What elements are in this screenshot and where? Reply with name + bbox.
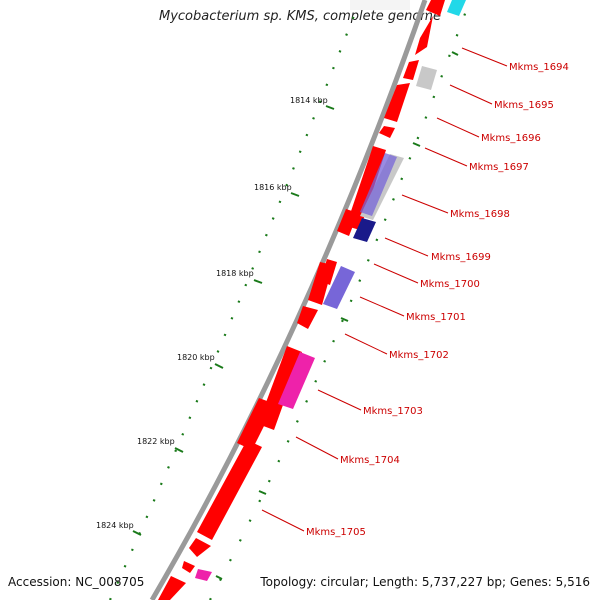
gene-arrow [337, 209, 358, 236]
gene-ticks [215, 51, 459, 580]
leader-line [424, 147, 468, 167]
gene-tick [215, 575, 223, 580]
gene-tick [412, 142, 421, 147]
scale-tick [290, 192, 300, 197]
gene-arrow [426, 0, 445, 16]
scale-tick [214, 363, 224, 369]
gene-arrow [384, 83, 410, 122]
gene-arrow [158, 576, 186, 600]
faded-scale-label [350, 0, 410, 10]
leader-line [436, 117, 480, 138]
gene-label-mkms-1697: Mkms_1697 [469, 162, 529, 173]
gene-label-mkms-1696: Mkms_1696 [481, 133, 541, 144]
gene-arrow [182, 561, 195, 573]
gene-arrows[interactable] [158, 0, 445, 600]
cog-bars[interactable] [195, 0, 466, 581]
leader-line [359, 296, 405, 317]
leader-line [401, 194, 449, 214]
gene-arrow [237, 398, 275, 450]
scale-track [108, 0, 362, 600]
gene-tick [451, 51, 459, 56]
scale-label-1818: 1818 kbp [216, 269, 254, 278]
scale-label-1814: 1814 kbp [290, 96, 328, 105]
gene-label-mkms-1703: Mkms_1703 [363, 406, 423, 417]
cog-bar [353, 218, 376, 242]
gene-label-mkms-1701: Mkms_1701 [406, 312, 466, 323]
cog-bar [447, 0, 466, 16]
cog-bar [323, 266, 355, 309]
scale-label-1824: 1824 kbp [96, 521, 134, 530]
genome-summary-text: Topology: circular; Length: 5,737,227 bp… [260, 575, 590, 589]
scale-ticks: 1814 kbp 1816 kbp 1818 kbp 1820 kbp 1822… [96, 96, 335, 536]
genome-backbone-inner [156, 1, 430, 600]
leader-line [461, 47, 508, 67]
gene-arrow [197, 440, 262, 540]
cog-bar [278, 352, 315, 409]
cog-bar [360, 153, 397, 216]
leader-line [295, 436, 339, 460]
gene-arrow [415, 16, 433, 55]
gene-labels[interactable]: Mkms_1694 Mkms_1695 Mkms_1696 Mkms_1697 … [306, 62, 569, 538]
gene-label-mkms-1702: Mkms_1702 [389, 350, 449, 361]
gene-label-mkms-1694: Mkms_1694 [509, 62, 569, 73]
leader-lines [261, 47, 508, 532]
gene-tick [340, 317, 349, 322]
gene-label-mkms-1704: Mkms_1704 [340, 455, 400, 466]
scale-tick [132, 530, 142, 536]
scale-tick [325, 105, 335, 110]
gene-label-mkms-1700: Mkms_1700 [420, 279, 480, 290]
gene-label-mkms-1695: Mkms_1695 [494, 100, 554, 111]
map-title: Mycobacterium sp. KMS, complete genome [159, 9, 441, 24]
gene-arrow [189, 538, 211, 557]
gene-tick [258, 490, 267, 495]
leader-line [384, 237, 429, 257]
gene-arrow [379, 126, 395, 138]
leader-line [373, 263, 419, 284]
leader-line [261, 509, 305, 532]
gene-arrow [308, 262, 333, 305]
gene-label-mkms-1698: Mkms_1698 [450, 209, 510, 220]
scale-label-1820: 1820 kbp [177, 353, 215, 362]
leader-line [449, 84, 493, 105]
scale-tick [174, 447, 184, 453]
genome-backbone-outer [149, 0, 428, 600]
accession-text: Accession: NC_008705 [8, 575, 145, 589]
gene-arrow [403, 60, 419, 80]
scale-label-1816: 1816 kbp [254, 183, 292, 192]
leader-line [317, 389, 362, 411]
gene-arrow [346, 146, 386, 230]
cog-bar [195, 569, 212, 581]
gene-arrow [297, 306, 318, 329]
gene-label-mkms-1699: Mkms_1699 [431, 252, 491, 263]
leader-line [344, 333, 388, 355]
cog-bar [416, 66, 437, 90]
scale-tick [253, 279, 263, 284]
gene-label-mkms-1705: Mkms_1705 [306, 527, 366, 538]
scale-label-1822: 1822 kbp [137, 437, 175, 446]
